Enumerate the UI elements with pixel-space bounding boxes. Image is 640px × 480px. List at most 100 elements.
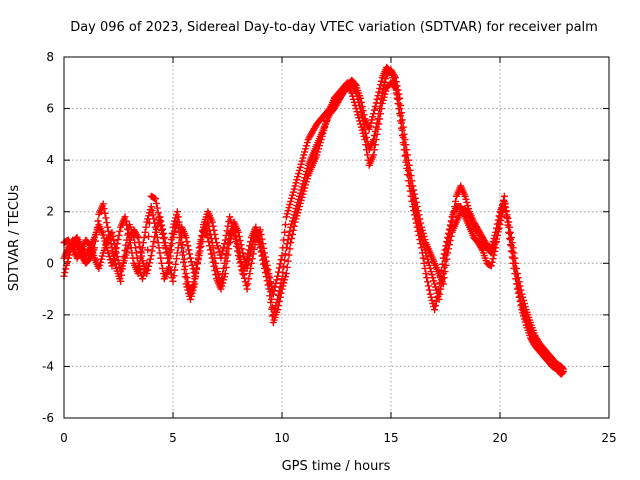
data-point	[155, 244, 163, 252]
data-point	[513, 285, 521, 293]
data-point	[381, 90, 389, 98]
data-point	[179, 258, 187, 266]
data-point	[301, 184, 309, 192]
data-point	[104, 249, 112, 257]
data-point	[252, 228, 260, 236]
data-point	[112, 244, 120, 252]
data-point	[101, 209, 109, 217]
data-point	[505, 228, 513, 236]
data-point	[393, 94, 401, 102]
data-point	[147, 203, 155, 211]
data-point	[509, 259, 517, 267]
data-point	[183, 238, 191, 246]
data-point	[64, 254, 72, 262]
data-point	[95, 264, 103, 272]
data-point	[276, 293, 284, 301]
data-point	[372, 136, 380, 144]
data-point	[510, 264, 518, 272]
data-point	[157, 254, 165, 262]
data-point	[283, 210, 291, 218]
data-point	[220, 273, 228, 281]
data-point	[325, 108, 333, 116]
data-point	[318, 132, 326, 140]
data-point	[221, 236, 229, 244]
data-point	[291, 218, 299, 226]
data-point	[465, 205, 473, 213]
data-point	[357, 123, 365, 131]
data-point	[232, 238, 240, 246]
data-point	[518, 306, 526, 314]
data-point	[297, 160, 305, 168]
data-point	[166, 252, 174, 260]
data-point	[377, 105, 385, 113]
data-point	[402, 158, 410, 166]
data-point	[288, 194, 296, 202]
data-point	[356, 94, 364, 102]
data-point	[376, 115, 384, 123]
data-point	[495, 219, 503, 227]
data-point	[122, 217, 130, 225]
data-point	[278, 285, 286, 293]
data-point	[220, 276, 228, 284]
data-point	[316, 139, 324, 147]
data-point	[264, 281, 272, 289]
data-point	[295, 206, 303, 214]
data-point	[452, 197, 460, 205]
data-point	[223, 257, 231, 265]
data-point	[245, 275, 253, 283]
data-point	[288, 191, 296, 199]
x-axis-label: GPS time / hours	[282, 459, 391, 474]
data-point	[394, 99, 402, 107]
data-point	[118, 265, 126, 273]
data-point	[436, 279, 444, 287]
data-point	[511, 270, 519, 278]
data-point	[416, 236, 424, 244]
data-point	[415, 231, 423, 239]
data-point	[218, 251, 226, 259]
data-point	[292, 179, 300, 187]
data-point	[208, 254, 216, 262]
data-point	[258, 252, 266, 260]
data-point	[290, 222, 298, 230]
data-point	[119, 259, 127, 267]
data-point	[404, 171, 412, 179]
data-point	[174, 213, 182, 221]
data-point	[176, 234, 184, 241]
data-point	[275, 302, 283, 310]
data-point	[186, 250, 194, 258]
data-point	[186, 254, 194, 262]
data-point	[173, 208, 181, 216]
data-point	[285, 251, 293, 259]
data-point	[520, 315, 528, 323]
data-point	[178, 244, 186, 252]
data-point	[502, 207, 510, 215]
data-point	[497, 209, 505, 217]
data-point	[188, 261, 196, 269]
data-point	[153, 234, 161, 241]
data-point	[425, 286, 433, 294]
data-point	[194, 251, 202, 259]
data-point	[105, 253, 113, 261]
data-point	[277, 289, 285, 297]
data-point	[237, 262, 245, 270]
data-point	[106, 236, 114, 244]
data-point	[295, 203, 303, 211]
data-point	[188, 289, 196, 297]
data-point	[273, 276, 281, 284]
data-point	[125, 234, 133, 241]
data-point	[515, 293, 523, 301]
x-tick-label: 10	[274, 431, 289, 445]
data-point	[103, 243, 111, 251]
data-point	[298, 157, 306, 165]
data-point	[154, 209, 162, 217]
data-point	[431, 280, 439, 288]
data-point	[127, 244, 135, 252]
data-point	[300, 187, 308, 195]
data-point	[226, 213, 234, 221]
data-point	[283, 240, 291, 248]
data-point	[235, 232, 243, 240]
data-point	[158, 259, 166, 267]
data-point	[507, 247, 515, 255]
data-point	[240, 252, 248, 260]
data-point	[422, 270, 430, 278]
